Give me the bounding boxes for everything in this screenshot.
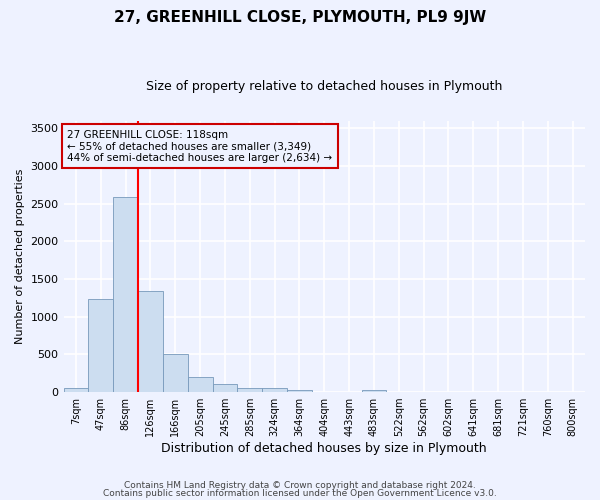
Bar bbox=[163, 354, 188, 392]
Text: 27, GREENHILL CLOSE, PLYMOUTH, PL9 9JW: 27, GREENHILL CLOSE, PLYMOUTH, PL9 9JW bbox=[114, 10, 486, 25]
Text: 27 GREENHILL CLOSE: 118sqm
← 55% of detached houses are smaller (3,349)
44% of s: 27 GREENHILL CLOSE: 118sqm ← 55% of deta… bbox=[67, 130, 332, 163]
Bar bbox=[188, 378, 212, 392]
Bar bbox=[212, 384, 238, 392]
X-axis label: Distribution of detached houses by size in Plymouth: Distribution of detached houses by size … bbox=[161, 442, 487, 455]
Bar bbox=[138, 291, 163, 392]
Bar bbox=[88, 300, 113, 392]
Bar bbox=[262, 388, 287, 392]
Bar bbox=[362, 390, 386, 392]
Text: Contains public sector information licensed under the Open Government Licence v3: Contains public sector information licen… bbox=[103, 488, 497, 498]
Y-axis label: Number of detached properties: Number of detached properties bbox=[15, 168, 25, 344]
Bar bbox=[287, 390, 312, 392]
Bar bbox=[113, 198, 138, 392]
Text: Contains HM Land Registry data © Crown copyright and database right 2024.: Contains HM Land Registry data © Crown c… bbox=[124, 481, 476, 490]
Title: Size of property relative to detached houses in Plymouth: Size of property relative to detached ho… bbox=[146, 80, 502, 93]
Bar bbox=[64, 388, 88, 392]
Bar bbox=[238, 388, 262, 392]
